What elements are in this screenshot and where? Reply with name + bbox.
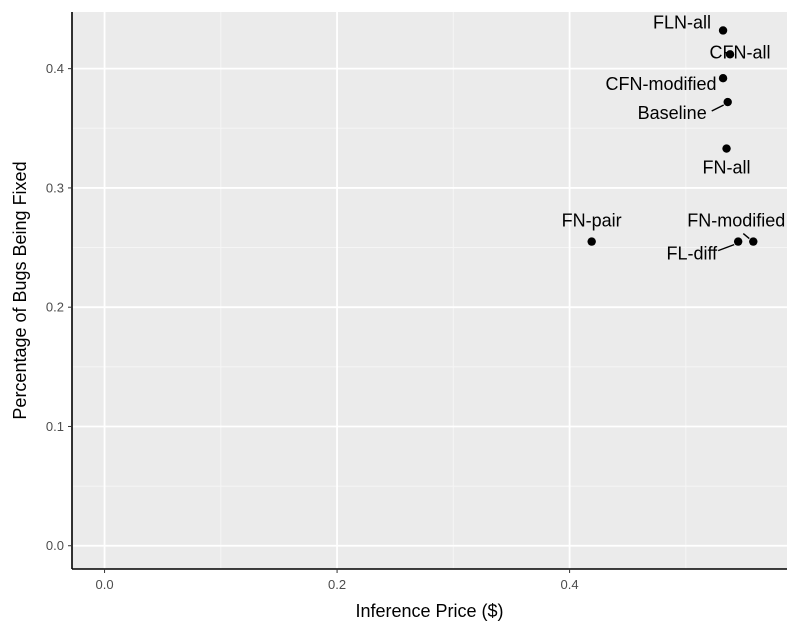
y-tick-label: 0.2: [46, 300, 64, 315]
data-point: [718, 73, 728, 83]
label-leader-lines: [711, 104, 750, 252]
y-tick-label: 0.4: [46, 61, 64, 76]
data-point: [733, 237, 743, 246]
point-label: CFN-modified: [606, 74, 717, 94]
x-tick-label: 0.0: [96, 577, 114, 592]
data-point: [723, 97, 732, 107]
y-axis-title: Percentage of Bugs Being Fixed: [10, 161, 30, 419]
y-tick-label: 0.1: [46, 419, 64, 434]
data-point: [749, 237, 758, 246]
y-tick-label: 0.3: [46, 180, 64, 195]
major-gridlines: [72, 12, 787, 569]
x-tick-label: 0.2: [328, 577, 346, 592]
point-label: FL-diff: [666, 244, 718, 264]
point-labels: FLN-all CFN-all CFN-modified Baseline FN-all…: [562, 12, 786, 263]
data-point: [722, 144, 731, 153]
y-tick-label: 0.0: [46, 538, 64, 553]
point-label: FN-modified: [687, 211, 785, 231]
minor-gridlines: [72, 12, 787, 569]
y-axis-ticks: 0.0 0.1 0.2 0.3 0.4: [46, 61, 72, 553]
point-label: Baseline: [638, 103, 707, 123]
point-label: FLN-all: [653, 12, 711, 32]
data-point: [718, 26, 728, 35]
data-point: [725, 50, 735, 59]
data-point: [587, 237, 596, 246]
data-points: [587, 26, 758, 246]
axis-lines: [71, 12, 787, 570]
plot-panel: [72, 12, 787, 569]
point-label: CFN-all: [710, 42, 771, 62]
point-label: FN-all: [703, 158, 751, 178]
label-leader-line: [711, 104, 725, 112]
x-tick-label: 0.4: [561, 577, 579, 592]
label-leader-line: [717, 243, 735, 252]
x-axis-ticks: 0.0 0.2 0.4: [96, 569, 579, 592]
label-leader-line: [742, 233, 750, 240]
point-label: FN-pair: [562, 211, 622, 231]
x-axis-title: Inference Price ($): [355, 601, 503, 621]
